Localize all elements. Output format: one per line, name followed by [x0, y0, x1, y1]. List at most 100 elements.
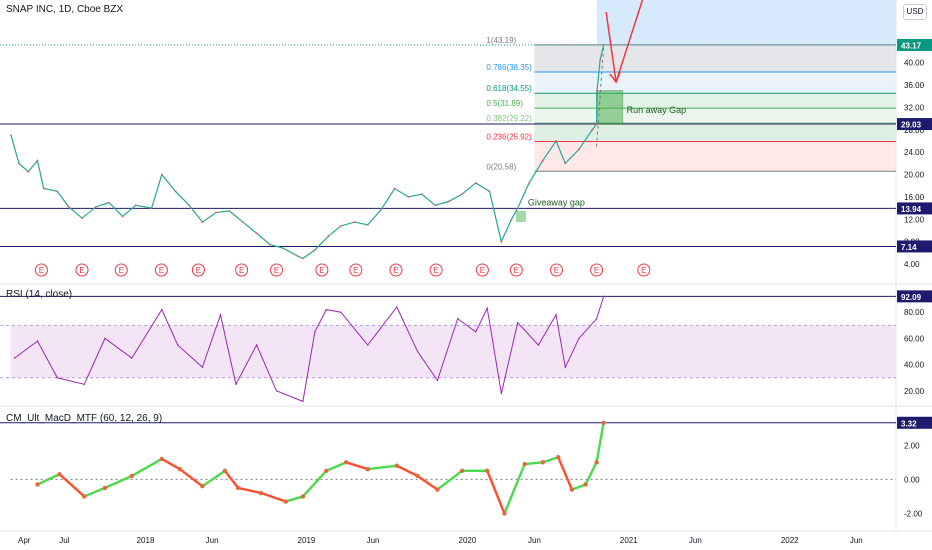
time-tick-label: Jun	[850, 536, 863, 545]
earnings-marker: E	[154, 263, 168, 277]
rsi-point	[314, 331, 316, 333]
rsi-point	[275, 390, 278, 392]
price-point	[541, 159, 544, 162]
macd-series-segment	[436, 469, 464, 491]
rsi-point	[457, 318, 459, 320]
earnings-marker-label: E	[433, 266, 438, 275]
macd-series-segment	[344, 461, 369, 471]
rsi-point	[564, 366, 566, 368]
macd-series-segment	[259, 491, 287, 503]
macd-series-segment	[301, 469, 328, 498]
macd-point	[300, 494, 306, 499]
price-point	[599, 59, 602, 61]
earnings-marker: E	[389, 263, 403, 277]
rsi-point	[578, 337, 580, 340]
macd-point	[82, 494, 87, 499]
rsi-tick-label: 40.00	[904, 361, 925, 370]
rsi-point	[555, 314, 557, 316]
price-badge-label: 43.17	[901, 42, 922, 51]
macd-point	[235, 485, 241, 491]
macd-series-segment	[395, 464, 419, 478]
macd-point	[435, 487, 440, 492]
rsi-badge-box	[897, 290, 932, 303]
price-point	[591, 128, 594, 131]
earnings-marker-label: E	[119, 266, 124, 275]
rsi-point	[367, 344, 369, 346]
rsi-tick-label: 20.00	[904, 387, 925, 396]
earnings-marker-circle	[75, 263, 89, 277]
macd-series-segment	[130, 457, 164, 478]
macd-point	[258, 490, 264, 496]
time-tick-label: Jun	[206, 536, 219, 545]
earnings-marker-circle	[389, 263, 403, 277]
macd-series-segment	[284, 495, 305, 503]
earnings-marker: E	[315, 263, 329, 277]
earnings-marker-label: E	[39, 266, 44, 275]
price-point	[327, 235, 330, 237]
macd-point	[283, 499, 288, 504]
fib-level-label: 0.618(34.55)	[486, 84, 532, 93]
macd-series-segment	[160, 457, 182, 471]
rsi-tick-label: 80.00	[904, 308, 925, 317]
rsi-point	[131, 357, 133, 359]
macd-tick-label: 0.00	[904, 475, 920, 484]
earnings-marker: E	[637, 263, 651, 277]
rsi-point	[201, 366, 204, 368]
price-tick-label: 40.00	[904, 59, 925, 68]
price-tick-label: 4.00	[904, 260, 920, 269]
price-series-line	[10, 44, 605, 260]
rsi-point	[13, 357, 16, 359]
earnings-marker-circle	[349, 263, 363, 277]
earnings-marker-label: E	[514, 266, 519, 275]
price-tick-label: 16.00	[904, 193, 925, 202]
price-point	[434, 204, 437, 207]
rsi-point	[177, 344, 179, 346]
currency-button[interactable]: USD	[903, 4, 927, 20]
price-point	[174, 190, 177, 193]
macd-series-segment	[523, 461, 545, 466]
macd-series-segment	[557, 456, 574, 491]
price-badge-box	[897, 39, 932, 52]
earnings-marker: E	[475, 263, 489, 277]
fib-zone	[534, 122, 896, 142]
rsi-point	[104, 337, 106, 340]
earnings-marker-label: E	[353, 266, 358, 275]
time-tick-label: Jun	[367, 536, 380, 545]
price-tick-label: 28.00	[904, 126, 925, 135]
rsi-point	[340, 311, 342, 313]
fib-level-label: 1(43.19)	[486, 36, 516, 45]
rsi-badge: 92.09	[897, 290, 932, 303]
fib-level-label: 0(20.58)	[486, 162, 516, 171]
macd-tick-label: -2.00	[904, 509, 923, 518]
earnings-marker-circle	[269, 263, 283, 277]
price-tick-label: 32.00	[904, 103, 925, 112]
giveaway-gap-label: Giveaway gap	[528, 197, 585, 207]
rsi-point	[537, 344, 540, 346]
price-point	[602, 44, 605, 46]
rsi-tick-label: 60.00	[904, 334, 925, 343]
macd-point	[200, 483, 205, 489]
macd-series-segment	[570, 483, 587, 491]
earnings-marker-circle	[191, 263, 205, 277]
macd-series-segment	[103, 474, 134, 490]
time-tick-label: Jul	[59, 536, 69, 545]
macd-point	[343, 460, 349, 465]
price-badge: 7.14	[897, 240, 932, 253]
earnings-marker: E	[34, 263, 48, 277]
earnings-marker: E	[509, 263, 523, 277]
macd-point	[222, 468, 228, 474]
rsi-badge-label: 92.09	[901, 293, 922, 302]
macd-point	[569, 487, 575, 492]
earnings-marker: E	[75, 263, 89, 277]
macd-badge-label: 3.32	[901, 419, 917, 428]
time-tick-label: Jun	[689, 536, 702, 545]
rsi-point	[595, 318, 598, 320]
earnings-marker-circle	[590, 263, 604, 277]
earnings-marker: E	[235, 263, 249, 277]
price-tick-label: 36.00	[904, 81, 925, 90]
macd-series-segment	[223, 469, 240, 490]
price-point	[56, 190, 59, 193]
macd-series-segment	[36, 473, 61, 486]
price-point	[42, 187, 45, 190]
